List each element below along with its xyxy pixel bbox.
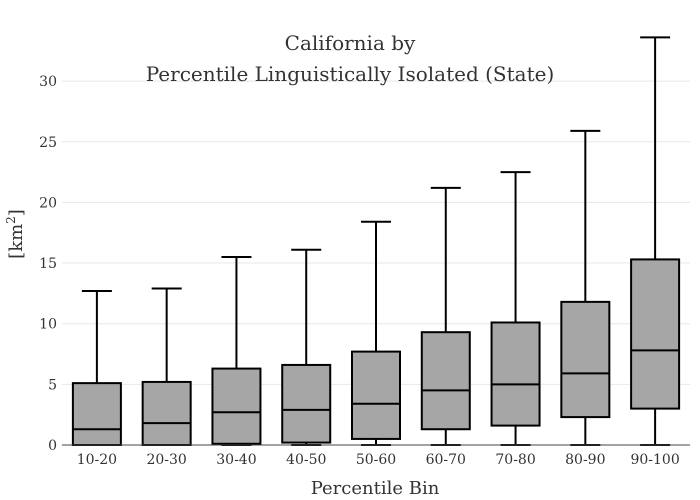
box-80-90 xyxy=(560,129,611,446)
y-tick-label-30: 30 xyxy=(39,74,57,90)
y-axis-title: [km2] xyxy=(4,209,27,259)
y-tick-label-0: 0 xyxy=(48,438,57,454)
y-tick-labels: 0 5 10 15 20 25 30 xyxy=(39,74,57,454)
iqr-box xyxy=(211,367,262,445)
y-axis-title-superscript: 2 xyxy=(4,216,18,224)
box-50-60 xyxy=(351,220,401,446)
x-tick-label-80-90: 80-90 xyxy=(565,452,605,468)
box-90-100 xyxy=(630,36,681,446)
box-40-50 xyxy=(281,248,332,446)
y-tick-label-5: 5 xyxy=(48,377,57,393)
box-30-40 xyxy=(211,255,262,446)
y-tick-label-20: 20 xyxy=(39,195,57,211)
iqr-box xyxy=(490,321,541,427)
box-10-20 xyxy=(71,289,122,446)
iqr-box xyxy=(420,331,471,431)
x-tick-label-20-30: 20-30 xyxy=(146,452,186,468)
x-tick-label-10-20: 10-20 xyxy=(77,452,117,468)
box-60-70 xyxy=(420,186,471,446)
box-series xyxy=(71,36,681,447)
x-tick-label-50-60: 50-60 xyxy=(356,452,396,468)
x-tick-label-70-80: 70-80 xyxy=(495,452,535,468)
y-axis-title-close: ] xyxy=(6,209,27,216)
box-70-80 xyxy=(490,171,541,446)
iqr-box xyxy=(630,258,681,410)
x-tick-label-40-50: 40-50 xyxy=(286,452,326,468)
y-tick-label-25: 25 xyxy=(39,135,57,151)
x-axis-title: Percentile Bin xyxy=(311,478,440,499)
x-tick-label-90-100: 90-100 xyxy=(630,452,679,468)
iqr-box xyxy=(281,363,332,444)
chart-title-line-1: California by xyxy=(285,31,416,55)
y-tick-label-10: 10 xyxy=(39,317,57,333)
iqr-box xyxy=(141,380,192,447)
x-tick-label-60-70: 60-70 xyxy=(426,452,466,468)
y-axis-title-main: [km xyxy=(6,224,27,259)
y-tick-label-15: 15 xyxy=(39,256,57,272)
x-tick-labels: 10-20 20-30 30-40 40-50 50-60 60-70 70-80 80-90… xyxy=(77,452,680,468)
iqr-box xyxy=(560,300,611,419)
box-20-30 xyxy=(141,287,192,447)
chart-title-line-2: Percentile Linguistically Isolated (Stat… xyxy=(146,62,555,86)
iqr-box xyxy=(71,382,122,446)
x-tick-label-30-40: 30-40 xyxy=(216,452,256,468)
iqr-box xyxy=(351,350,401,440)
